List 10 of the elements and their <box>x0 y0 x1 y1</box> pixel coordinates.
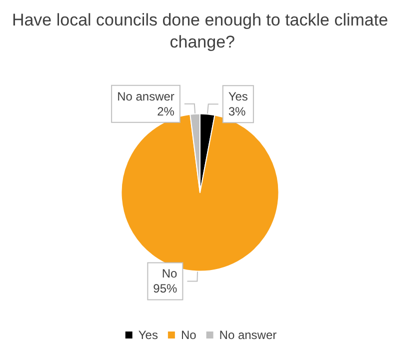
slice-label: No <box>162 266 178 281</box>
legend-label: No <box>180 328 197 342</box>
chart-title: Have local councils done enough to tackle climate change? <box>12 10 388 52</box>
data-label: 3% <box>228 104 246 119</box>
legend-label: Yes <box>138 328 158 342</box>
data-label: 95% <box>153 282 178 296</box>
slice-label: Yes <box>228 90 248 104</box>
data-label: 2% <box>157 104 175 118</box>
slice-label: No answer <box>117 89 174 104</box>
legend-label: No answer <box>219 328 277 342</box>
